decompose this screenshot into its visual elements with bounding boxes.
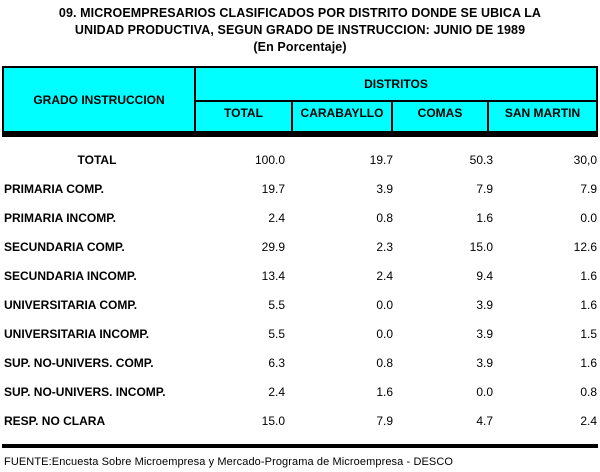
row-header-label: GRADO INSTRUCCION [33, 92, 165, 107]
cell-value: 15.0 [469, 239, 493, 254]
cell-value: 2.3 [376, 239, 393, 254]
districts-header-group: DISTRITOS TOTAL CARABAYLLO COMAS SAN MAR… [196, 68, 596, 131]
bottom-rule [2, 444, 598, 448]
row-label: SECUNDARIA INCOMP. [4, 268, 137, 283]
cell-value: 0.8 [580, 384, 597, 399]
cell-value: 3.9 [476, 326, 493, 341]
cell-value: 0.0 [376, 326, 393, 341]
row-label: SUP. NO-UNIVERS. COMP. [4, 355, 154, 370]
row-label: UNIVERSITARIA COMP. [4, 297, 138, 312]
column-header-san-martin: SAN MARTIN [504, 106, 581, 120]
cell-value: 7.9 [476, 181, 493, 196]
cell-value: 6.3 [268, 355, 285, 370]
cell-value: 13.4 [261, 268, 285, 283]
cell-value: 1.6 [476, 210, 493, 225]
cell-value: 0.8 [376, 355, 393, 370]
cell-value: 12.6 [573, 239, 597, 254]
cell-value: 2.4 [268, 384, 285, 399]
cell-value: 19.7 [369, 152, 393, 167]
cell-value: 1.6 [580, 355, 597, 370]
table-row: SUP. NO-UNIVERS. INCOMP. 2.4 1.6 0.0 0.8 [0, 377, 600, 406]
table-row: PRIMARIA COMP. 19.7 3.9 7.9 7.9 [0, 174, 600, 203]
cell-value: 1.6 [580, 268, 597, 283]
page-title: 09. MICROEMPRESARIOS CLASIFICADOS POR DI… [0, 0, 600, 66]
cell-value: 1.6 [376, 384, 393, 399]
column-header-comas: COMAS [393, 102, 489, 131]
title-line-3: (En Porcentaje) [253, 40, 347, 54]
cell-value: 7.9 [376, 413, 393, 428]
row-header-cell: GRADO INSTRUCCION [4, 68, 196, 131]
cell-value: 5.5 [268, 297, 285, 312]
cell-value: 2.4 [580, 413, 597, 428]
row-label: SUP. NO-UNIVERS. INCOMP. [4, 384, 166, 399]
column-header-total: TOTAL [196, 102, 293, 131]
cell-value: 3.9 [476, 297, 493, 312]
cell-value: 3.9 [476, 355, 493, 370]
table-header: GRADO INSTRUCCION DISTRITOS TOTAL CARABA… [2, 66, 598, 137]
cell-value: 1.5 [580, 326, 597, 341]
row-label: TOTAL [77, 152, 117, 167]
cell-value: 5.5 [268, 326, 285, 341]
table-row: TOTAL 100.0 19.7 50.3 30,0 [0, 145, 600, 174]
table-row: SECUNDARIA INCOMP. 13.4 2.4 9.4 1.6 [0, 261, 600, 290]
row-label: PRIMARIA COMP. [4, 181, 105, 196]
table-row: UNIVERSITARIA COMP. 5.5 0.0 3.9 1.6 [0, 290, 600, 319]
cell-value: 30,0 [573, 152, 597, 167]
table-row: RESP. NO CLARA 15.0 7.9 4.7 2.4 [0, 406, 600, 435]
cell-value: 0.8 [376, 210, 393, 225]
table-row: SUP. NO-UNIVERS. COMP. 6.3 0.8 3.9 1.6 [0, 348, 600, 377]
cell-value: 100.0 [254, 152, 285, 167]
cell-value: 7.9 [580, 181, 597, 196]
cell-value: 0.0 [476, 384, 493, 399]
row-label: UNIVERSITARIA INCOMP. [4, 326, 150, 341]
row-label: RESP. NO CLARA [4, 413, 106, 428]
cell-value: 2.4 [268, 210, 285, 225]
cell-value: 0.0 [376, 297, 393, 312]
cell-value: 19.7 [261, 181, 285, 196]
cell-value: 1.6 [580, 297, 597, 312]
row-label: PRIMARIA INCOMP. [4, 210, 117, 225]
cell-value: 50.3 [469, 152, 493, 167]
cell-value: 15.0 [261, 413, 285, 428]
cell-value: 2.4 [376, 268, 393, 283]
title-line-2: UNIDAD PRODUCTIVA, SEGUN GRADO DE INSTRU… [74, 23, 526, 37]
group-header-cell: DISTRITOS [196, 68, 596, 102]
cell-value: 4.7 [476, 413, 493, 428]
source-note: FUENTE:Encuesta Sobre Microempresa y Mer… [4, 456, 454, 468]
row-label: SECUNDARIA COMP. [4, 239, 125, 254]
table-row: PRIMARIA INCOMP. 2.4 0.8 1.6 0.0 [0, 203, 600, 232]
cell-value: 29.9 [261, 239, 285, 254]
title-line-1: 09. MICROEMPRESARIOS CLASIFICADOS POR DI… [58, 6, 542, 20]
table-body: TOTAL 100.0 19.7 50.3 30,0 PRIMARIA COMP. 19.7… [0, 145, 600, 435]
cell-value: 0.0 [580, 210, 597, 225]
column-header-row: TOTAL CARABAYLLO COMAS SAN MARTIN [196, 102, 596, 131]
cell-value: 3.9 [376, 181, 393, 196]
column-header-carabayllo: CARABAYLLO [293, 102, 393, 131]
table-row: UNIVERSITARIA INCOMP. 5.5 0.0 3.9 1.5 [0, 319, 600, 348]
table-row: SECUNDARIA COMP. 29.9 2.3 15.0 12.6 [0, 232, 600, 261]
cell-value: 9.4 [476, 268, 493, 283]
